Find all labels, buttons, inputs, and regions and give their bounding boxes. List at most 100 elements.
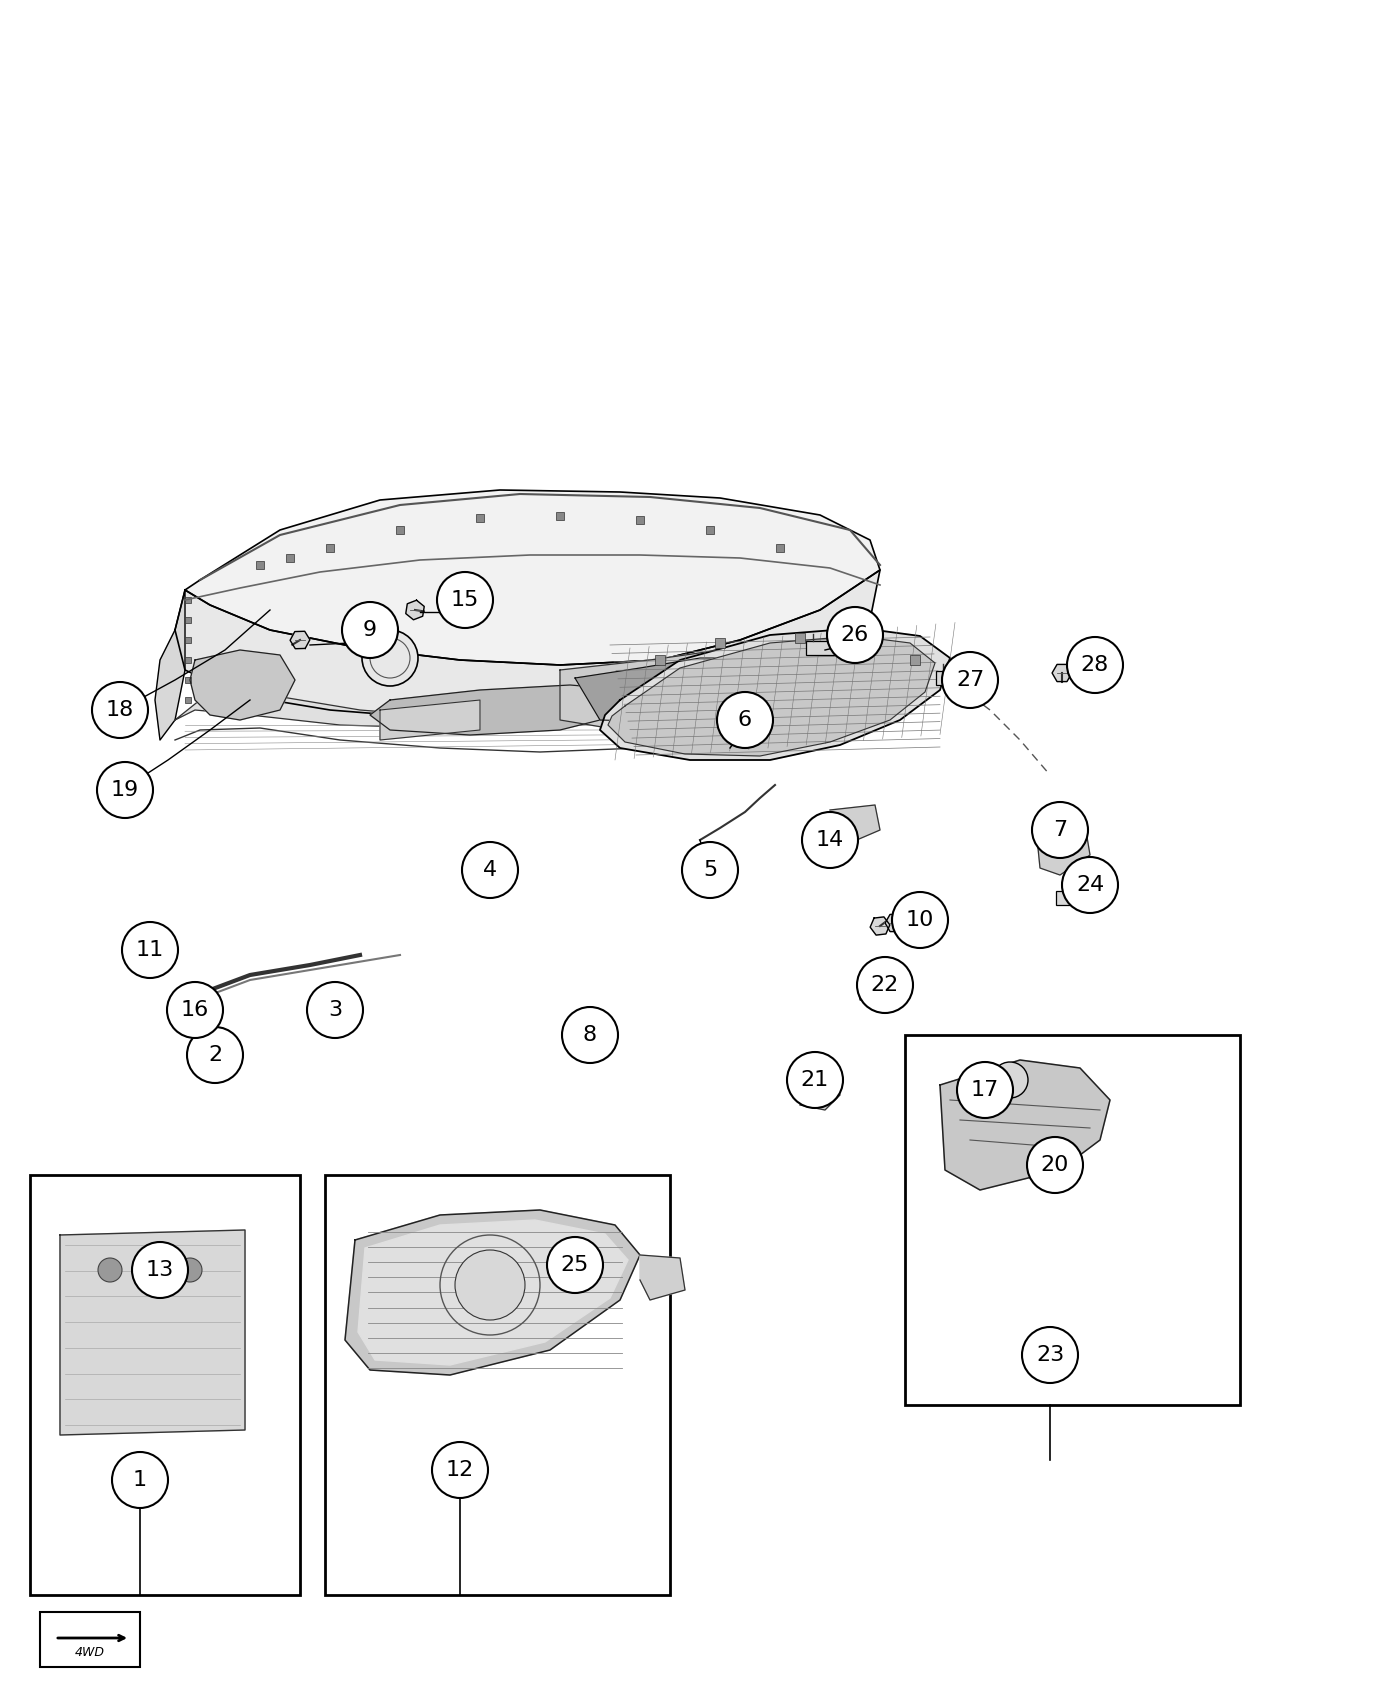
Polygon shape — [680, 660, 869, 750]
Bar — [326, 544, 335, 552]
Polygon shape — [98, 707, 118, 726]
Bar — [937, 672, 965, 685]
Polygon shape — [175, 639, 869, 728]
Circle shape — [802, 813, 858, 869]
Polygon shape — [190, 649, 295, 721]
Text: 12: 12 — [445, 1460, 475, 1481]
Text: 14: 14 — [816, 830, 844, 850]
Circle shape — [857, 957, 913, 1013]
Text: 17: 17 — [970, 1080, 1000, 1100]
Polygon shape — [799, 1073, 840, 1110]
Bar — [636, 517, 644, 524]
Polygon shape — [885, 915, 904, 932]
Circle shape — [92, 682, 148, 738]
Circle shape — [942, 653, 998, 707]
Circle shape — [958, 1062, 1014, 1119]
Polygon shape — [601, 627, 951, 760]
Text: 24: 24 — [1075, 876, 1105, 894]
Bar — [185, 697, 190, 704]
Text: 10: 10 — [906, 910, 934, 930]
Polygon shape — [1053, 665, 1072, 682]
Bar — [904, 1035, 1240, 1404]
Polygon shape — [640, 1255, 685, 1300]
Circle shape — [561, 1006, 617, 1062]
Polygon shape — [871, 916, 890, 935]
Bar — [256, 561, 265, 570]
Polygon shape — [60, 1231, 245, 1435]
Polygon shape — [379, 700, 480, 740]
Circle shape — [993, 1062, 1028, 1098]
Polygon shape — [105, 785, 123, 804]
Text: 15: 15 — [451, 590, 479, 610]
Text: 8: 8 — [582, 1025, 596, 1046]
Circle shape — [547, 1238, 603, 1294]
Circle shape — [112, 1452, 168, 1508]
Text: 1: 1 — [133, 1470, 147, 1489]
Text: 13: 13 — [146, 1260, 174, 1280]
Text: 22: 22 — [871, 976, 899, 994]
Polygon shape — [344, 1210, 640, 1375]
Text: 6: 6 — [738, 711, 752, 729]
Circle shape — [1022, 1328, 1078, 1384]
Bar — [806, 641, 834, 654]
Text: 9: 9 — [363, 620, 377, 639]
Circle shape — [363, 631, 419, 687]
Circle shape — [892, 892, 948, 949]
Text: 11: 11 — [136, 940, 164, 960]
Circle shape — [342, 602, 398, 658]
Bar — [185, 597, 190, 603]
Circle shape — [1067, 638, 1123, 694]
Polygon shape — [168, 1214, 182, 1226]
Circle shape — [1063, 857, 1119, 913]
Circle shape — [437, 571, 493, 627]
Bar — [185, 638, 190, 643]
Text: 7: 7 — [1053, 819, 1067, 840]
Circle shape — [787, 1052, 843, 1108]
Text: 27: 27 — [956, 670, 984, 690]
Polygon shape — [1037, 824, 1091, 876]
Circle shape — [455, 1250, 525, 1319]
Circle shape — [462, 842, 518, 898]
Bar — [185, 677, 190, 683]
Circle shape — [1028, 1137, 1084, 1193]
Bar — [715, 638, 725, 648]
Text: 4: 4 — [483, 860, 497, 881]
Bar — [396, 525, 405, 534]
Bar — [865, 638, 875, 648]
Bar — [29, 1175, 300, 1595]
Text: 18: 18 — [106, 700, 134, 721]
Bar — [476, 513, 484, 522]
Text: 3: 3 — [328, 1000, 342, 1020]
Text: 28: 28 — [1081, 654, 1109, 675]
Bar — [185, 656, 190, 663]
Polygon shape — [175, 570, 881, 721]
Polygon shape — [939, 1061, 1110, 1190]
Polygon shape — [608, 636, 935, 756]
Polygon shape — [185, 490, 881, 665]
Bar — [1056, 891, 1084, 904]
Bar — [910, 654, 920, 665]
Text: 26: 26 — [841, 626, 869, 644]
Polygon shape — [155, 590, 185, 740]
Polygon shape — [1002, 1073, 1018, 1086]
Polygon shape — [358, 1221, 629, 1365]
Circle shape — [132, 1243, 188, 1299]
Bar — [325, 1175, 671, 1595]
Circle shape — [717, 692, 773, 748]
Text: 19: 19 — [111, 780, 139, 801]
Circle shape — [188, 1027, 244, 1083]
Circle shape — [178, 1258, 202, 1282]
Polygon shape — [575, 658, 799, 722]
Bar — [655, 654, 665, 665]
Polygon shape — [582, 1035, 596, 1052]
Bar — [556, 512, 564, 520]
Polygon shape — [830, 806, 881, 845]
Text: 5: 5 — [703, 860, 717, 881]
Circle shape — [98, 1258, 122, 1282]
Text: 16: 16 — [181, 1000, 209, 1020]
Bar — [41, 1612, 140, 1668]
Circle shape — [1032, 802, 1088, 858]
Bar — [286, 554, 294, 563]
Polygon shape — [406, 600, 424, 620]
Bar — [795, 632, 805, 643]
